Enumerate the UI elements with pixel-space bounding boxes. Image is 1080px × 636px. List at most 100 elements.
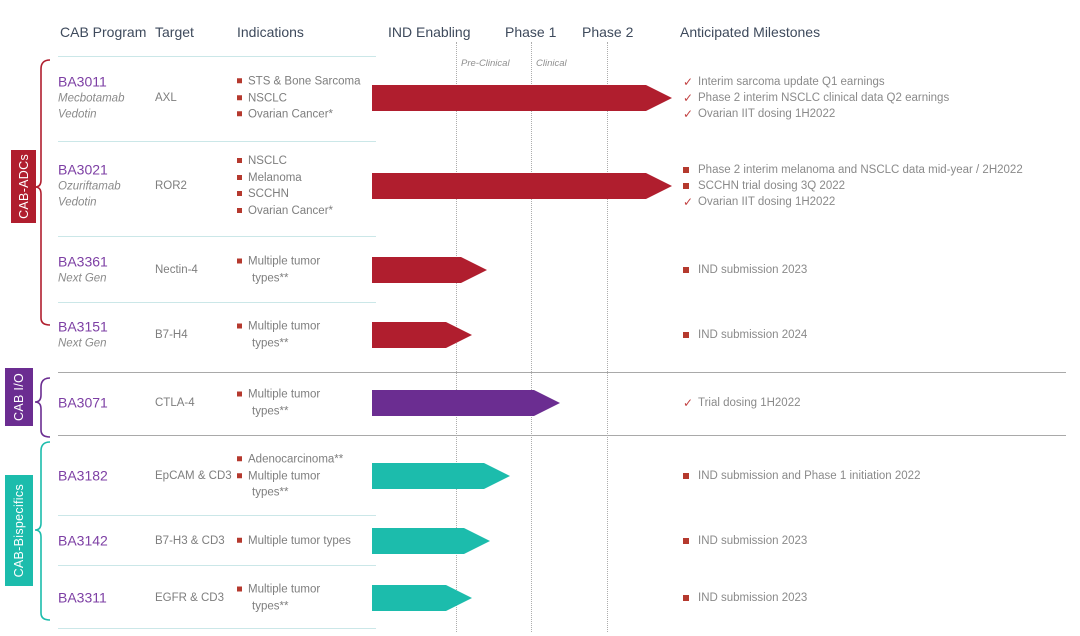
row-separator xyxy=(58,515,376,516)
check-icon: ✓ xyxy=(683,396,694,410)
program-name-block: BA3311 xyxy=(58,590,153,607)
bullet-square-icon xyxy=(237,111,242,117)
indication-text: SCCHN xyxy=(248,188,289,200)
program-subname: Mecbotamab xyxy=(58,92,125,105)
indication-text: types** xyxy=(252,486,289,499)
indication-item: Multiple tumor types** xyxy=(237,387,377,420)
bullet-square xyxy=(683,473,689,479)
check-icon: ✓ xyxy=(683,107,694,121)
stage-progress-arrow xyxy=(372,322,472,348)
program-name-block: BA3071 xyxy=(58,395,153,412)
bullet-square-icon xyxy=(237,391,242,397)
column-header-cab-program: CAB Program xyxy=(60,24,147,40)
indication-item: Multiple tumor types** xyxy=(237,468,377,501)
row-separator xyxy=(58,628,376,629)
bullet-square-icon xyxy=(237,158,242,163)
row-separator xyxy=(58,236,376,237)
section-separator xyxy=(58,372,1066,373)
program-indications: Multiple tumor types** xyxy=(237,582,377,615)
indication-text: types** xyxy=(252,405,289,417)
column-header-milestones: Anticipated Milestones xyxy=(680,24,821,40)
stage-progress-arrow xyxy=(372,585,472,611)
indication-text: Adenocarcinoma** xyxy=(248,453,344,466)
program-name-block: BA3011 Mecbotamab Vedotin xyxy=(58,74,153,123)
stage-progress-arrow xyxy=(372,85,672,111)
indication-text: Ovarian Cancer* xyxy=(248,108,334,121)
milestone-text: Ovarian IIT dosing 1H2022 xyxy=(698,196,836,208)
indication-item: SCCHN xyxy=(237,186,377,203)
milestone-line: IND submission 2023 xyxy=(683,590,1073,606)
section-separator xyxy=(58,435,1066,436)
bullet-square-icon xyxy=(683,468,698,484)
program-target: B7-H4 xyxy=(155,329,188,341)
program-target: EpCAM & CD3 xyxy=(155,470,232,482)
section-label-io: CAB I/O xyxy=(5,368,33,426)
program-indications: STS & Bone Sarcoma NSCLC Ovarian Cancer* xyxy=(237,73,377,123)
bullet-square-icon xyxy=(237,94,242,100)
check-icon: ✓ xyxy=(683,75,694,89)
milestone-text: Phase 2 interim NSCLC clinical data Q2 e… xyxy=(698,92,950,104)
program-target: ROR2 xyxy=(155,180,187,192)
row-separator xyxy=(58,56,376,57)
bullet-square-icon xyxy=(237,472,242,478)
program-milestones: ✓ Trial dosing 1H2022 xyxy=(683,395,1073,411)
program-milestones: IND submission 2023 xyxy=(683,590,1073,606)
milestone-text: Trial dosing 1H2022 xyxy=(698,397,801,409)
program-name-block: BA3021 Ozuriftamab Vedotin xyxy=(58,162,153,211)
program-target: Nectin-4 xyxy=(155,264,198,276)
milestone-text: SCCHN trial dosing 3Q 2022 xyxy=(698,180,846,192)
indication-text: types** xyxy=(252,600,289,612)
bullet-square-icon xyxy=(683,327,698,343)
indication-text: types** xyxy=(252,337,289,349)
bullet-square-icon xyxy=(237,456,242,462)
program-subname: Vedotin xyxy=(58,108,97,121)
program-milestones: IND submission 2023 xyxy=(683,262,1073,278)
indication-text: STS & Bone Sarcoma xyxy=(248,75,361,88)
bullet-square-icon xyxy=(237,586,242,592)
program-target: CTLA-4 xyxy=(155,397,195,409)
indication-item: Ovarian Cancer* xyxy=(237,203,377,220)
program-name: BA3011 xyxy=(58,73,107,90)
bullet-square-icon xyxy=(237,207,242,213)
program-milestones: IND submission 2024 xyxy=(683,327,1073,343)
milestone-line: ✓ Trial dosing 1H2022 xyxy=(683,395,1073,411)
column-header-ind-enabling: IND Enabling xyxy=(388,24,471,40)
stage-progress-arrow xyxy=(372,173,672,199)
bullet-square-icon xyxy=(237,174,242,180)
bullet-square-icon xyxy=(237,78,242,84)
indication-item: Multiple tumor types xyxy=(237,533,377,550)
milestone-text: IND submission 2023 xyxy=(698,264,808,276)
program-name-block: BA3151 Next Gen xyxy=(58,319,153,352)
indication-text: Multiple tumor xyxy=(248,320,321,333)
indication-text: Melanoma xyxy=(248,171,302,184)
program-subname: Next Gen xyxy=(58,272,107,285)
program-name: BA3142 xyxy=(58,532,108,549)
section-label-text: CAB-Bispecifics xyxy=(12,483,26,578)
check-icon: ✓ xyxy=(683,195,694,209)
section-label-text: CAB I/O xyxy=(12,373,26,421)
program-name: BA3361 xyxy=(58,253,108,270)
program-name: BA3021 xyxy=(58,161,108,178)
program-name: BA3151 xyxy=(58,318,108,335)
program-indications: Multiple tumor types** xyxy=(237,387,377,420)
program-milestones: ✓ Interim sarcoma update Q1 earnings ✓ Phas… xyxy=(683,74,1073,122)
program-indications: NSCLC Melanoma SCCHN Ovarian Cancer* xyxy=(237,153,377,219)
bullet-square xyxy=(683,183,689,189)
program-milestones: Phase 2 interim melanoma and NSCLC data … xyxy=(683,162,1073,210)
program-name-block: BA3142 xyxy=(58,533,153,550)
preclinical-label: Pre-Clinical xyxy=(461,58,510,69)
stage-progress-arrow xyxy=(372,463,510,489)
column-header-phase2: Phase 2 xyxy=(582,24,634,40)
bullet-square-icon xyxy=(683,590,698,606)
section-bracket-io xyxy=(34,377,51,438)
indication-item: Multiple tumor types** xyxy=(237,254,377,287)
indication-item: Ovarian Cancer* xyxy=(237,106,377,123)
indication-text: Ovarian Cancer* xyxy=(248,204,334,217)
indication-item: Multiple tumor types** xyxy=(237,319,377,352)
indication-item: Multiple tumor types** xyxy=(237,582,377,615)
program-name-block: BA3182 xyxy=(58,468,153,485)
program-subname: Vedotin xyxy=(58,196,97,209)
program-name: BA3182 xyxy=(58,467,108,484)
indication-item: STS & Bone Sarcoma xyxy=(237,73,377,90)
bullet-square-icon xyxy=(237,537,242,543)
